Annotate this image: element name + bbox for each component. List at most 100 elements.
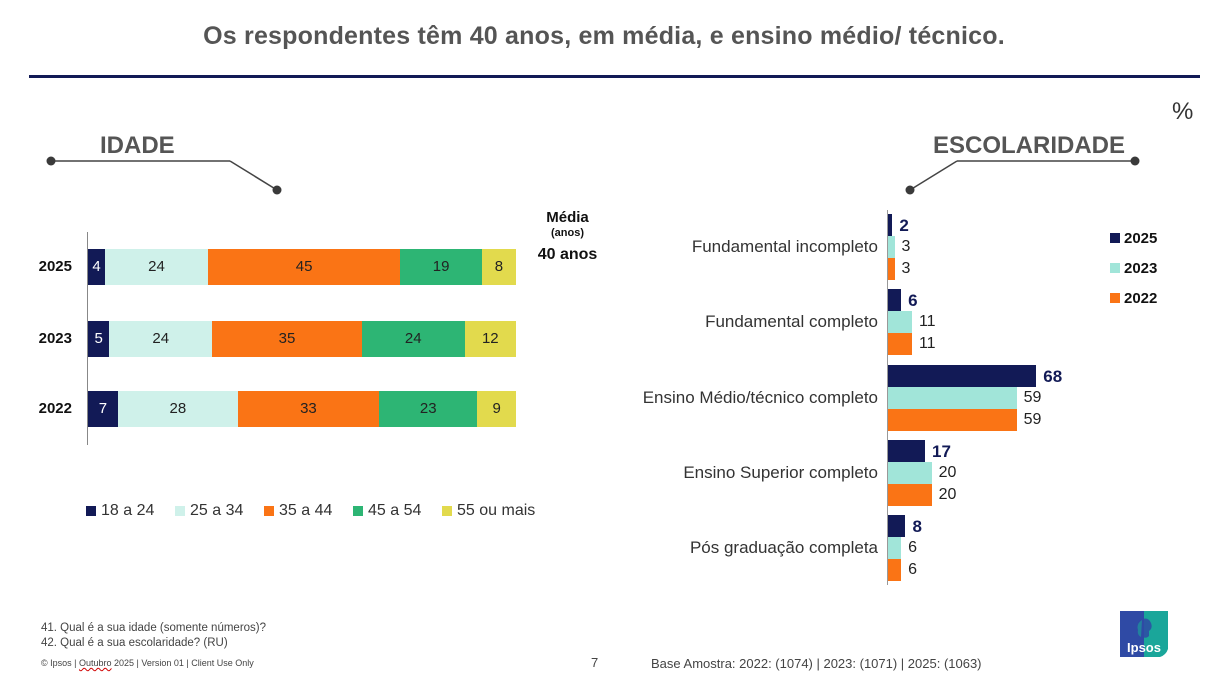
ipsos-logo-icon: Ipsos (1120, 611, 1168, 657)
idade-connector (46, 156, 282, 195)
education-bar-chart: Fundamental incompleto 2 3 3 Fundamental com… (0, 0, 1062, 585)
percent-unit-label: % (1172, 98, 1194, 125)
education-value-label: 6 (908, 291, 918, 310)
age-bar-segment (88, 249, 106, 285)
legend-label: 2022 (1124, 289, 1158, 307)
education-bar (888, 409, 1017, 431)
copyright-suffix: 2025 | Version 01 | Client Use Only (111, 658, 254, 668)
education-category-label: Ensino Médio/técnico completo (642, 388, 878, 407)
age-bar-segment (237, 391, 380, 427)
connector-dot (1130, 156, 1140, 166)
copyright-month: Outubro (78, 658, 112, 668)
education-bar (888, 333, 912, 355)
legend-label: 45 a 54 (368, 502, 422, 519)
footer-questions: 41. Qual é a sua idade (somente números)… (41, 621, 266, 651)
age-bar-segment (361, 321, 465, 357)
age-legend-item: 25 a 34 (175, 502, 264, 520)
age-bar-segment (88, 391, 118, 427)
legend-swatch (264, 506, 274, 516)
age-stacked-bar-chart: 2025 4 24 45 19 8 2023 5 24 35 24 12 2022 7 28 33 23 9 (0, 0, 516, 445)
legend-label: 2023 (1124, 259, 1158, 277)
education-bar (888, 214, 893, 236)
education-bar (888, 289, 902, 311)
education-legend-item: 2022 (1110, 283, 1157, 313)
connector-dot (46, 156, 56, 166)
age-segment-label: 24 (148, 258, 165, 275)
education-value-label: 8 (912, 517, 922, 536)
age-segment-label: 45 (295, 258, 313, 275)
age-bar-segment (400, 249, 482, 285)
age-bar-segment (481, 249, 516, 285)
age-segment-label: 5 (94, 330, 103, 347)
footer-copyright: © Ipsos | Outubro 2025 | Version 01 | Cl… (41, 658, 254, 668)
footer-question-1: 41. Qual é a sua idade (somente números)… (41, 622, 267, 634)
education-value-label: 20 (938, 486, 957, 503)
legend-swatch (442, 506, 452, 516)
education-value-label: 59 (1023, 411, 1042, 428)
education-category-label: Pós graduação completa (689, 538, 878, 557)
education-category-label: Fundamental completo (705, 312, 878, 331)
age-year-label: 2023 (38, 330, 72, 347)
education-bar (888, 515, 906, 537)
age-bar-segment (464, 321, 516, 357)
education-bar (888, 387, 1017, 409)
education-value-label: 6 (908, 561, 917, 578)
education-bar (888, 236, 895, 258)
education-bar (888, 258, 895, 280)
education-bar (888, 440, 926, 462)
age-year-label: 2022 (38, 400, 72, 417)
legend-swatch (1110, 293, 1120, 303)
age-legend-item: 45 a 54 (353, 502, 442, 520)
ipsos-logo: Ipsos (1120, 611, 1168, 657)
escolaridade-section-title: ESCOLARIDADE (933, 132, 1126, 159)
age-bar-segment (105, 249, 208, 285)
legend-label: 55 ou mais (457, 502, 536, 519)
education-bar (888, 484, 932, 506)
age-legend-item: 55 ou mais (442, 502, 552, 520)
education-chart-axis (887, 210, 888, 585)
age-segment-label: 24 (152, 330, 170, 347)
education-bar (888, 559, 902, 581)
base-sample-note: Base Amostra: 2022: (1074) | 2023: (1071… (651, 656, 982, 671)
education-bar (888, 462, 932, 484)
education-value-label: 6 (908, 539, 917, 556)
education-legend-item: 2025 (1110, 223, 1157, 253)
education-value-label: 59 (1023, 389, 1042, 406)
education-category-label: Fundamental incompleto (691, 237, 878, 256)
copyright-prefix: © Ipsos | (41, 658, 79, 668)
age-legend-item: 18 a 24 (86, 502, 175, 520)
page-number: 7 (591, 655, 599, 670)
age-bar-segment (207, 249, 401, 285)
age-segment-label: 24 (404, 330, 422, 347)
age-segment-label: 12 (481, 330, 499, 347)
ipsos-logo-text: Ipsos (1127, 640, 1161, 655)
idade-section-title: IDADE (100, 132, 175, 159)
media-block: Média (anos) 40 anos (520, 209, 615, 264)
page-title: Os respondentes têm 40 anos, em média, e… (203, 22, 1005, 50)
age-segment-label: 19 (432, 258, 450, 275)
connector-dot (905, 185, 915, 195)
age-segment-label: 4 (92, 258, 101, 275)
age-legend: 18 a 24 25 a 34 35 a 44 45 a 54 55 ou mais (86, 502, 552, 520)
legend-label: 35 a 44 (279, 502, 333, 519)
media-value: 40 anos (537, 246, 598, 263)
legend-swatch (86, 506, 96, 516)
legend-swatch (175, 506, 185, 516)
legend-swatch (1110, 263, 1120, 273)
age-segment-label: 9 (492, 400, 501, 417)
legend-swatch (1110, 233, 1120, 243)
legend-label: 25 a 34 (190, 502, 244, 519)
age-bar-segment (88, 321, 110, 357)
age-segment-label: 8 (494, 258, 504, 275)
age-segment-label: 33 (300, 400, 317, 417)
connector-dot (272, 185, 282, 195)
education-value-label: 3 (901, 260, 911, 277)
age-segment-label: 23 (419, 400, 437, 417)
media-label: Média (546, 209, 589, 226)
education-value-label: 11 (918, 335, 936, 352)
title-divider (29, 75, 1200, 78)
age-bar-segment (379, 391, 478, 427)
education-legend: 2025 2023 2022 (1110, 223, 1157, 313)
age-chart-axis (87, 232, 88, 445)
